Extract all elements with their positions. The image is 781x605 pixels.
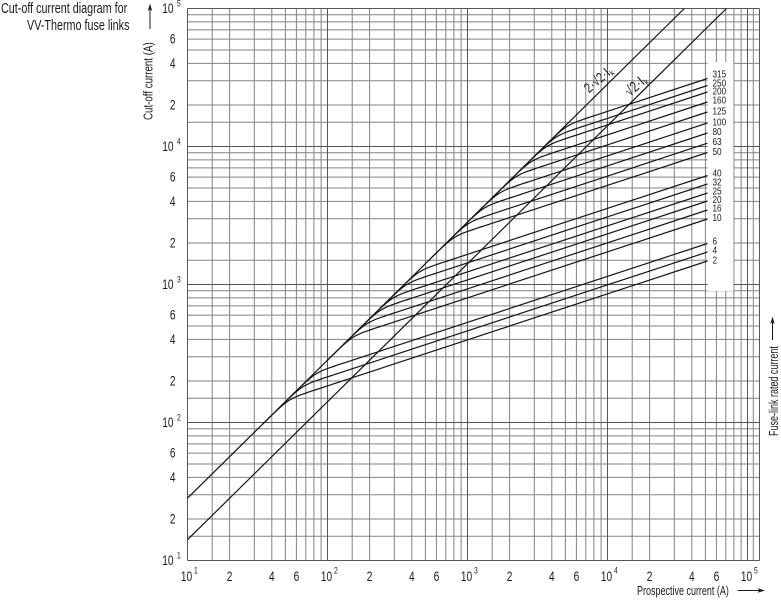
svg-text:6: 6 [713, 236, 718, 247]
svg-text:4: 4 [170, 55, 176, 71]
svg-text:Fuse-link rated current: Fuse-link rated current [768, 346, 781, 436]
svg-text:10: 10 [162, 553, 174, 569]
svg-text:160: 160 [713, 95, 727, 106]
svg-text:200: 200 [713, 86, 727, 97]
svg-text:2: 2 [170, 235, 176, 251]
svg-text:2: 2 [170, 373, 176, 389]
svg-text:Prospective current (A): Prospective current (A) [637, 585, 729, 599]
svg-text:32: 32 [713, 177, 722, 188]
svg-text:4: 4 [549, 569, 555, 585]
svg-text:4: 4 [177, 137, 181, 147]
svg-text:16: 16 [713, 203, 722, 214]
svg-text:3: 3 [177, 275, 181, 285]
svg-text:2: 2 [334, 566, 338, 576]
svg-text:6: 6 [294, 569, 300, 585]
svg-text:10: 10 [321, 569, 333, 585]
svg-text:5: 5 [177, 0, 181, 9]
svg-text:4: 4 [170, 193, 176, 209]
svg-text:10: 10 [162, 415, 174, 431]
svg-text:50: 50 [713, 146, 722, 157]
svg-text:4: 4 [170, 469, 176, 485]
svg-text:10: 10 [713, 212, 722, 223]
svg-text:80: 80 [713, 126, 722, 137]
svg-text:6: 6 [170, 31, 176, 47]
svg-text:10: 10 [601, 569, 613, 585]
svg-text:125: 125 [713, 106, 727, 117]
svg-text:250: 250 [713, 78, 727, 89]
svg-text:6: 6 [434, 569, 440, 585]
svg-text:6: 6 [170, 307, 176, 323]
svg-text:2: 2 [713, 255, 718, 266]
svg-text:6: 6 [170, 445, 176, 461]
svg-text:10: 10 [461, 569, 473, 585]
svg-text:4: 4 [269, 569, 275, 585]
svg-text:25: 25 [713, 186, 722, 197]
svg-text:2: 2 [177, 413, 181, 423]
svg-text:20: 20 [713, 194, 722, 205]
svg-text:4: 4 [409, 569, 415, 585]
svg-text:6: 6 [574, 569, 580, 585]
svg-text:VV-Thermo fuse links: VV-Thermo fuse links [27, 16, 130, 33]
svg-text:5: 5 [754, 566, 758, 576]
svg-text:1: 1 [194, 566, 198, 576]
svg-text:4: 4 [614, 566, 618, 576]
svg-text:40: 40 [713, 168, 722, 179]
svg-text:1: 1 [177, 551, 181, 561]
svg-text:Cut-off current (A): Cut-off current (A) [142, 42, 155, 120]
svg-text:10: 10 [162, 277, 174, 293]
svg-text:6: 6 [714, 569, 720, 585]
svg-text:3: 3 [474, 566, 478, 576]
svg-text:100: 100 [713, 117, 727, 128]
svg-text:10: 10 [181, 569, 193, 585]
svg-text:4: 4 [170, 331, 176, 347]
svg-text:2: 2 [227, 569, 233, 585]
svg-text:4: 4 [689, 569, 695, 585]
svg-text:2: 2 [367, 569, 373, 585]
svg-text:63: 63 [713, 136, 722, 147]
svg-text:Cut-off current diagram for: Cut-off current diagram for [1, 0, 128, 16]
svg-text:10: 10 [162, 139, 174, 155]
svg-text:10: 10 [741, 569, 753, 585]
svg-text:2: 2 [507, 569, 513, 585]
svg-text:315: 315 [713, 69, 727, 80]
svg-text:2: 2 [647, 569, 653, 585]
svg-text:4: 4 [713, 245, 718, 256]
svg-text:2: 2 [170, 511, 176, 527]
svg-text:10: 10 [162, 1, 174, 17]
svg-text:6: 6 [170, 169, 176, 185]
svg-text:2: 2 [170, 97, 176, 113]
